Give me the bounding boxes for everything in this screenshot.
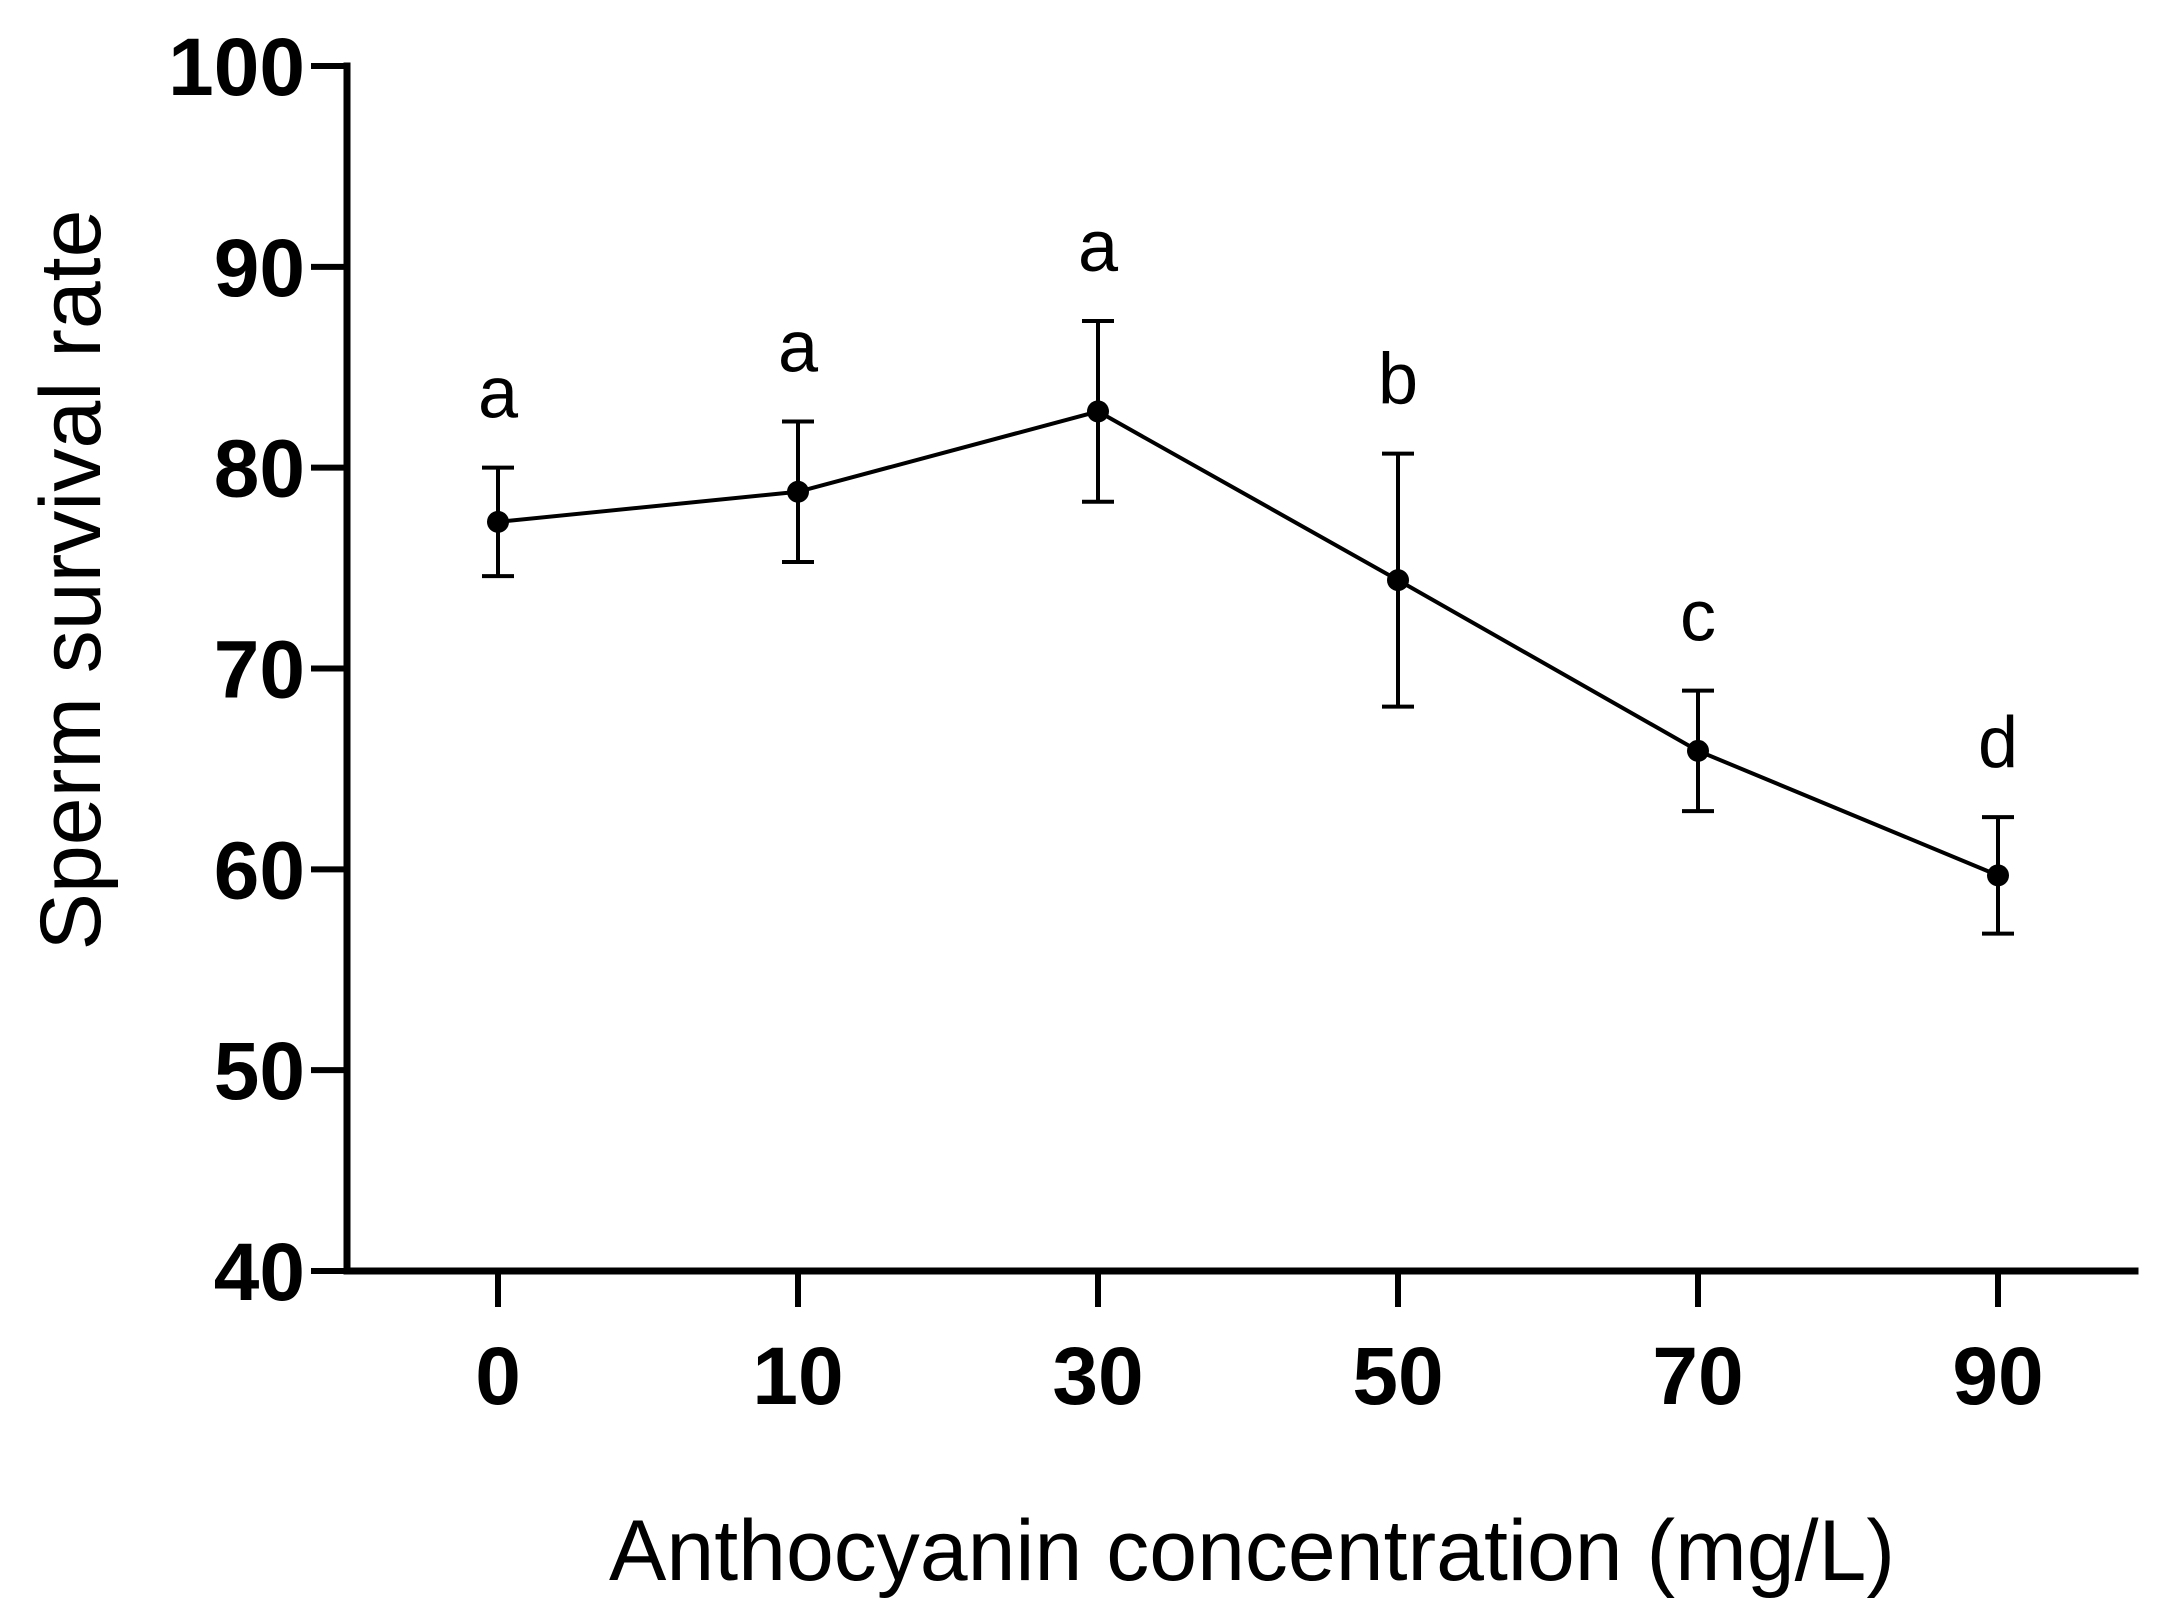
x-tick-label: 30: [1052, 1331, 1143, 1422]
x-tick-label: 50: [1352, 1331, 1443, 1422]
data-point: [1687, 739, 1709, 762]
data-point: [1987, 864, 2009, 887]
y-axis: 40 50 60 70 80 90 100: [168, 22, 351, 1318]
data-point: [1387, 569, 1409, 592]
significance-label: a: [1078, 207, 1119, 287]
x-axis-title: Anthocyanin concentration (mg/L): [609, 1503, 1895, 1599]
y-tick-label: 100: [168, 22, 305, 113]
x-tick-label: 10: [752, 1331, 843, 1422]
y-tick-label: 80: [214, 424, 305, 515]
y-tick-label: 40: [214, 1227, 305, 1318]
significance-label: c: [1680, 577, 1716, 657]
significance-label: d: [1978, 703, 2018, 783]
y-axis-title: Sperm survival rate: [23, 210, 119, 951]
significance-label: a: [778, 307, 819, 387]
significance-label: a: [478, 354, 519, 434]
data-point: [1087, 400, 1109, 423]
y-tick-label: 70: [214, 625, 305, 716]
data-point: [787, 480, 809, 503]
series-line: [497, 409, 1999, 878]
y-tick-label: 90: [214, 223, 305, 314]
x-axis: 0 10 30 50 70 90: [343, 1267, 2139, 1422]
x-tick-label: 70: [1652, 1331, 1743, 1422]
plot-area: a a a b c d: [478, 207, 2018, 936]
y-tick-label: 50: [214, 1026, 305, 1117]
significance-label: b: [1378, 340, 1418, 420]
x-tick-label: 90: [1952, 1331, 2043, 1422]
y-tick-label: 60: [214, 825, 305, 916]
data-point: [487, 510, 509, 533]
x-tick-label: 0: [475, 1331, 521, 1422]
